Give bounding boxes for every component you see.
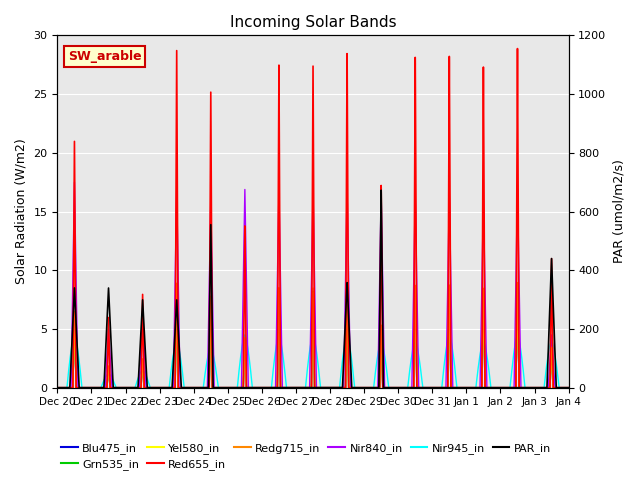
Red655_in xyxy=(456,385,463,391)
Yel580_in xyxy=(456,385,463,391)
Nir840_in xyxy=(383,385,391,391)
Blu475_in xyxy=(245,385,253,391)
Blu475_in xyxy=(563,385,571,391)
Nir840_in xyxy=(163,385,171,391)
Line: Blu475_in: Blu475_in xyxy=(58,289,568,388)
Grn535_in xyxy=(514,283,522,289)
Red655_in xyxy=(157,385,165,391)
PAR_in xyxy=(245,385,253,391)
Yel580_in xyxy=(163,385,171,391)
Yel580_in xyxy=(514,285,522,290)
PAR_in xyxy=(157,385,165,391)
Red655_in xyxy=(563,385,571,391)
Redg715_in xyxy=(564,385,572,391)
Text: SW_arable: SW_arable xyxy=(68,50,141,63)
Red655_in xyxy=(54,385,61,391)
Blu475_in xyxy=(514,287,522,292)
Redg715_in xyxy=(163,385,171,391)
Line: Redg715_in: Redg715_in xyxy=(58,283,568,388)
Grn535_in xyxy=(456,385,463,391)
Redg715_in xyxy=(456,385,463,391)
Line: Red655_in: Red655_in xyxy=(58,48,568,388)
PAR_in xyxy=(383,385,391,391)
Nir840_in xyxy=(54,385,61,391)
Blu475_in xyxy=(564,385,572,391)
Grn535_in xyxy=(383,385,391,391)
PAR_in xyxy=(163,385,171,391)
Nir840_in xyxy=(563,385,571,391)
Nir945_in xyxy=(163,385,171,391)
Nir840_in xyxy=(564,385,572,391)
Redg715_in xyxy=(383,385,391,391)
Nir840_in xyxy=(157,385,165,391)
Line: Nir840_in: Nir840_in xyxy=(58,182,568,388)
Nir945_in xyxy=(70,332,78,338)
PAR_in xyxy=(54,385,61,391)
Nir945_in xyxy=(245,352,253,358)
Y-axis label: Solar Radiation (W/m2): Solar Radiation (W/m2) xyxy=(15,139,28,284)
Red655_in xyxy=(564,385,572,391)
Nir945_in xyxy=(563,385,571,391)
Nir945_in xyxy=(564,385,572,391)
Grn535_in xyxy=(157,385,165,391)
Blu475_in xyxy=(456,385,463,391)
Yel580_in xyxy=(245,385,253,391)
Redg715_in xyxy=(54,385,61,391)
Red655_in xyxy=(383,385,391,391)
Red655_in xyxy=(514,46,522,51)
Redg715_in xyxy=(245,385,253,391)
Line: Grn535_in: Grn535_in xyxy=(58,286,568,388)
Blu475_in xyxy=(157,385,165,391)
Grn535_in xyxy=(564,385,572,391)
Yel580_in xyxy=(54,385,61,391)
Redg715_in xyxy=(514,280,522,286)
Nir840_in xyxy=(245,385,253,391)
Grn535_in xyxy=(245,385,253,391)
Yel580_in xyxy=(157,385,165,391)
Line: Nir945_in: Nir945_in xyxy=(58,335,568,388)
Nir945_in xyxy=(383,372,391,378)
Line: Yel580_in: Yel580_in xyxy=(58,288,568,388)
Red655_in xyxy=(245,385,253,391)
Y-axis label: PAR (umol/m2/s): PAR (umol/m2/s) xyxy=(612,159,625,264)
Nir840_in xyxy=(456,385,464,391)
Grn535_in xyxy=(163,385,171,391)
Yel580_in xyxy=(563,385,571,391)
Legend: Blu475_in, Grn535_in, Yel580_in, Red655_in, Redg715_in, Nir840_in, Nir945_in, PA: Blu475_in, Grn535_in, Yel580_in, Red655_… xyxy=(57,438,556,474)
Line: PAR_in: PAR_in xyxy=(58,190,568,388)
Yel580_in xyxy=(564,385,572,391)
PAR_in xyxy=(563,385,571,391)
PAR_in xyxy=(564,385,572,391)
Redg715_in xyxy=(563,385,571,391)
Blu475_in xyxy=(383,385,391,391)
Grn535_in xyxy=(54,385,61,391)
Blu475_in xyxy=(163,385,171,391)
Nir945_in xyxy=(456,385,464,391)
Redg715_in xyxy=(157,385,165,391)
Red655_in xyxy=(163,385,171,391)
Nir945_in xyxy=(54,385,61,391)
Yel580_in xyxy=(383,385,391,391)
Title: Incoming Solar Bands: Incoming Solar Bands xyxy=(230,15,396,30)
Blu475_in xyxy=(54,385,61,391)
Nir840_in xyxy=(70,180,78,185)
PAR_in xyxy=(378,187,385,193)
Nir945_in xyxy=(157,385,165,391)
PAR_in xyxy=(456,385,464,391)
Grn535_in xyxy=(563,385,571,391)
